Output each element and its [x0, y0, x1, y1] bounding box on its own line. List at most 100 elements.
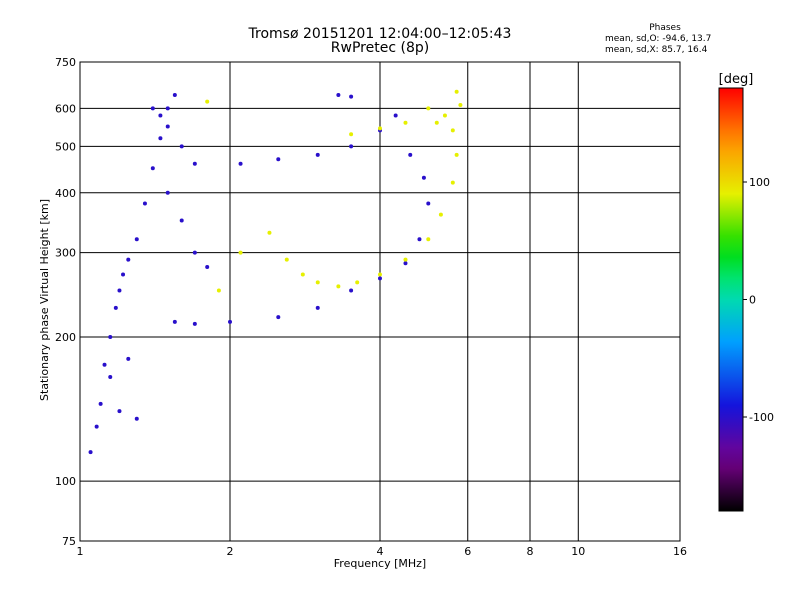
echo-point-o	[172, 92, 177, 97]
echo-point-o	[165, 106, 170, 111]
echo-point-o	[238, 161, 243, 166]
echo-point-x	[216, 288, 221, 293]
y-tick-label: 400	[55, 187, 76, 200]
echo-point-x	[205, 99, 210, 104]
colorbar-tick-label: -100	[749, 411, 774, 424]
echo-point-o	[276, 315, 281, 320]
echo-point-x	[355, 280, 360, 285]
echo-point-o	[378, 276, 382, 281]
y-tick-label: 100	[55, 475, 76, 488]
echo-point-o	[172, 319, 177, 324]
echo-point-x	[454, 89, 459, 94]
echo-point-x	[454, 152, 459, 157]
colorbar-tick-label: 0	[749, 294, 756, 307]
echo-point-x	[238, 250, 243, 255]
phase-line-x: mean, sd,X: 85.7, 16.4	[605, 45, 708, 55]
echo-point-o	[421, 175, 426, 180]
echo-point-o	[134, 237, 139, 242]
echo-point-x	[434, 120, 439, 125]
echo-point-o	[88, 450, 93, 455]
echo-point-o	[349, 288, 354, 293]
echo-point-o	[98, 401, 103, 406]
x-tick-label: 2	[227, 545, 234, 558]
echo-point-x	[438, 212, 443, 217]
echo-point-o	[192, 250, 197, 255]
y-tick-label: 300	[55, 247, 76, 260]
echo-point-o	[165, 124, 170, 129]
echo-point-x	[450, 128, 455, 133]
x-axis-label: Frequency [MHz]	[334, 557, 426, 570]
echo-point-o	[165, 190, 170, 195]
echo-point-o	[94, 424, 99, 429]
echo-point-o	[117, 409, 122, 414]
y-tick-label: 750	[55, 56, 76, 69]
colorbar: 100 0 -100	[718, 87, 774, 512]
echo-point-x	[349, 132, 354, 137]
echo-point-o	[179, 218, 184, 223]
echo-point-o	[108, 374, 113, 379]
y-tick-label: 600	[55, 102, 76, 115]
echo-point-o	[403, 261, 408, 266]
y-tick-label: 75	[62, 535, 76, 548]
phase-heading: Phases	[649, 23, 681, 33]
echo-point-o	[393, 113, 398, 118]
echo-point-o	[417, 237, 422, 242]
echo-point-o	[126, 257, 131, 262]
phase-line-o: mean, sd,O: -94.6, 13.7	[605, 34, 712, 44]
echo-point-x	[442, 113, 447, 118]
echo-point-o	[192, 161, 197, 166]
y-axis-label: Stationary phase Virtual Height [km]	[38, 199, 51, 401]
echo-point-o	[349, 144, 354, 149]
echo-point-o	[117, 288, 122, 293]
echo-point-x	[267, 230, 272, 235]
echo-point-x	[426, 237, 431, 242]
echo-point-o	[315, 305, 320, 310]
echo-point-x	[378, 126, 382, 131]
axis-ticks: 1 2 4 6 8 10 16 75 100 200 300 400 500 600 750	[55, 56, 687, 558]
echo-point-x	[426, 106, 431, 111]
echo-point-o	[102, 362, 107, 367]
echo-point-o	[121, 272, 126, 277]
colorbar-tick-label: 100	[749, 176, 770, 189]
phase-info-box: Phases mean, sd,O: -94.6, 13.7 mean, sd,…	[605, 23, 725, 56]
echo-point-o	[315, 152, 320, 157]
echo-point-x	[403, 257, 408, 262]
echo-point-o	[228, 319, 232, 324]
y-tick-label: 500	[55, 140, 76, 153]
x-tick-label: 6	[464, 545, 471, 558]
echo-point-o	[205, 264, 210, 269]
echo-point-o	[142, 201, 147, 206]
echo-point-o	[158, 136, 163, 141]
echo-point-x	[450, 180, 455, 185]
echo-point-o	[179, 144, 184, 149]
echo-point-o	[108, 334, 113, 339]
echo-point-o	[158, 113, 163, 118]
echo-point-x	[403, 120, 408, 125]
echo-point-o	[150, 166, 155, 171]
x-tick-label: 1	[77, 545, 84, 558]
echo-point-o	[336, 92, 341, 97]
echo-point-x	[284, 257, 289, 262]
echo-point-x	[315, 280, 320, 285]
colorbar-gradient	[718, 87, 744, 512]
echo-point-x	[336, 284, 341, 289]
echo-point-o	[426, 201, 431, 206]
x-tick-label: 16	[673, 545, 687, 558]
echo-point-x	[300, 272, 305, 277]
x-tick-label: 8	[527, 545, 534, 558]
chart-subtitle: RwPretec (8p)	[330, 40, 430, 56]
x-tick-label: 4	[377, 545, 384, 558]
echo-point-x	[378, 272, 382, 277]
y-tick-label: 200	[55, 331, 76, 344]
echo-point-o	[150, 106, 155, 111]
colorbar-label: [deg]	[719, 72, 754, 87]
echo-point-o	[408, 152, 413, 157]
echo-point-o	[134, 416, 139, 421]
chart-title: Tromsø 20151201 12:04:00–12:05:43	[248, 26, 512, 42]
echo-point-o	[126, 356, 131, 361]
echo-point-o	[113, 305, 118, 310]
x-tick-label: 10	[571, 545, 585, 558]
echo-point-o	[192, 321, 197, 326]
echo-point-o	[276, 157, 281, 162]
